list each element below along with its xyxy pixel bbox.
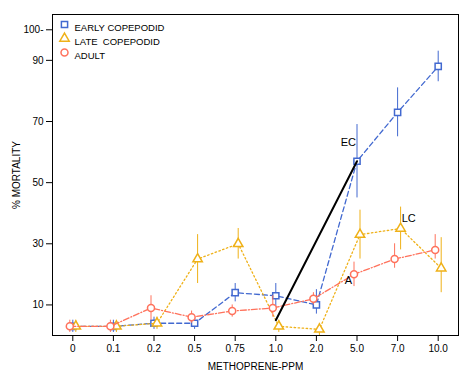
svg-text:100-: 100- (23, 24, 43, 35)
svg-text:0.5: 0.5 (188, 343, 202, 354)
svg-text:7.0: 7.0 (391, 343, 405, 354)
svg-text:70: 70 (32, 116, 44, 127)
svg-text:A: A (345, 274, 353, 286)
svg-text:LC: LC (402, 212, 416, 224)
svg-text:LATE COPEPODID: LATE COPEPODID (75, 36, 160, 47)
svg-text:EC: EC (341, 136, 356, 148)
svg-text:ADULT: ADULT (75, 50, 106, 61)
svg-text:0.2: 0.2 (147, 343, 161, 354)
svg-text:% MORTALITY: % MORTALITY (11, 141, 22, 209)
svg-text:5.0: 5.0 (350, 343, 364, 354)
svg-text:1.0: 1.0 (269, 343, 283, 354)
svg-text:0: 0 (70, 343, 76, 354)
svg-text:EARLY COPEPODID: EARLY COPEPODID (75, 22, 165, 33)
svg-text:90: 90 (32, 55, 44, 66)
svg-text:10.0: 10.0 (428, 343, 448, 354)
svg-text:50: 50 (32, 177, 44, 188)
svg-text:0.1: 0.1 (106, 343, 120, 354)
svg-text:30: 30 (32, 238, 44, 249)
svg-text:10: 10 (32, 299, 44, 310)
svg-text:2.0: 2.0 (309, 343, 323, 354)
svg-text:0.75: 0.75 (225, 343, 245, 354)
svg-text:METHOPRENE-PPM: METHOPRENE-PPM (208, 361, 304, 372)
